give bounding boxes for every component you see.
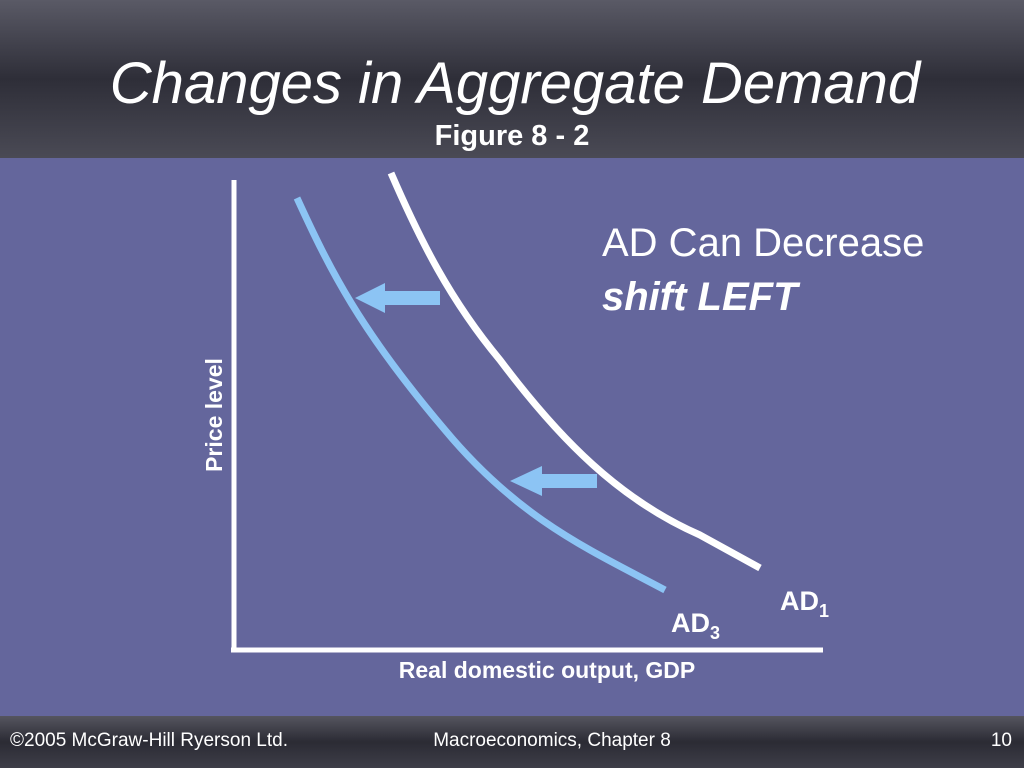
ad1-curve — [387, 171, 762, 572]
header-band — [0, 0, 1024, 158]
page-number: 10 — [991, 730, 1012, 751]
curve-subscript: 3 — [710, 623, 720, 643]
title: Changes in Aggregate Demand — [110, 51, 922, 116]
ad3-curve — [293, 196, 667, 594]
curve-subscript: 1 — [819, 601, 829, 621]
shift-arrow — [355, 283, 440, 313]
curve-name: AD — [780, 586, 819, 616]
ad1-label: AD1 — [780, 586, 829, 621]
subtitle: Figure 8 - 2 — [435, 120, 590, 152]
curve-name: AD — [671, 608, 710, 638]
callout-line: AD Can Decrease — [602, 221, 924, 265]
ad3-label: AD3 — [671, 608, 720, 643]
footer-band — [0, 716, 1024, 768]
footer-left: ©2005 McGraw-Hill Ryerson Ltd. — [10, 730, 288, 751]
shift-arrow — [510, 466, 597, 496]
callout-emphasis: shift LEFT — [602, 275, 801, 319]
y-axis-label: Price level — [201, 358, 227, 472]
footer-center: Macroeconomics, Chapter 8 — [433, 730, 671, 751]
x-axis-label: Real domestic output, GDP — [399, 657, 695, 683]
